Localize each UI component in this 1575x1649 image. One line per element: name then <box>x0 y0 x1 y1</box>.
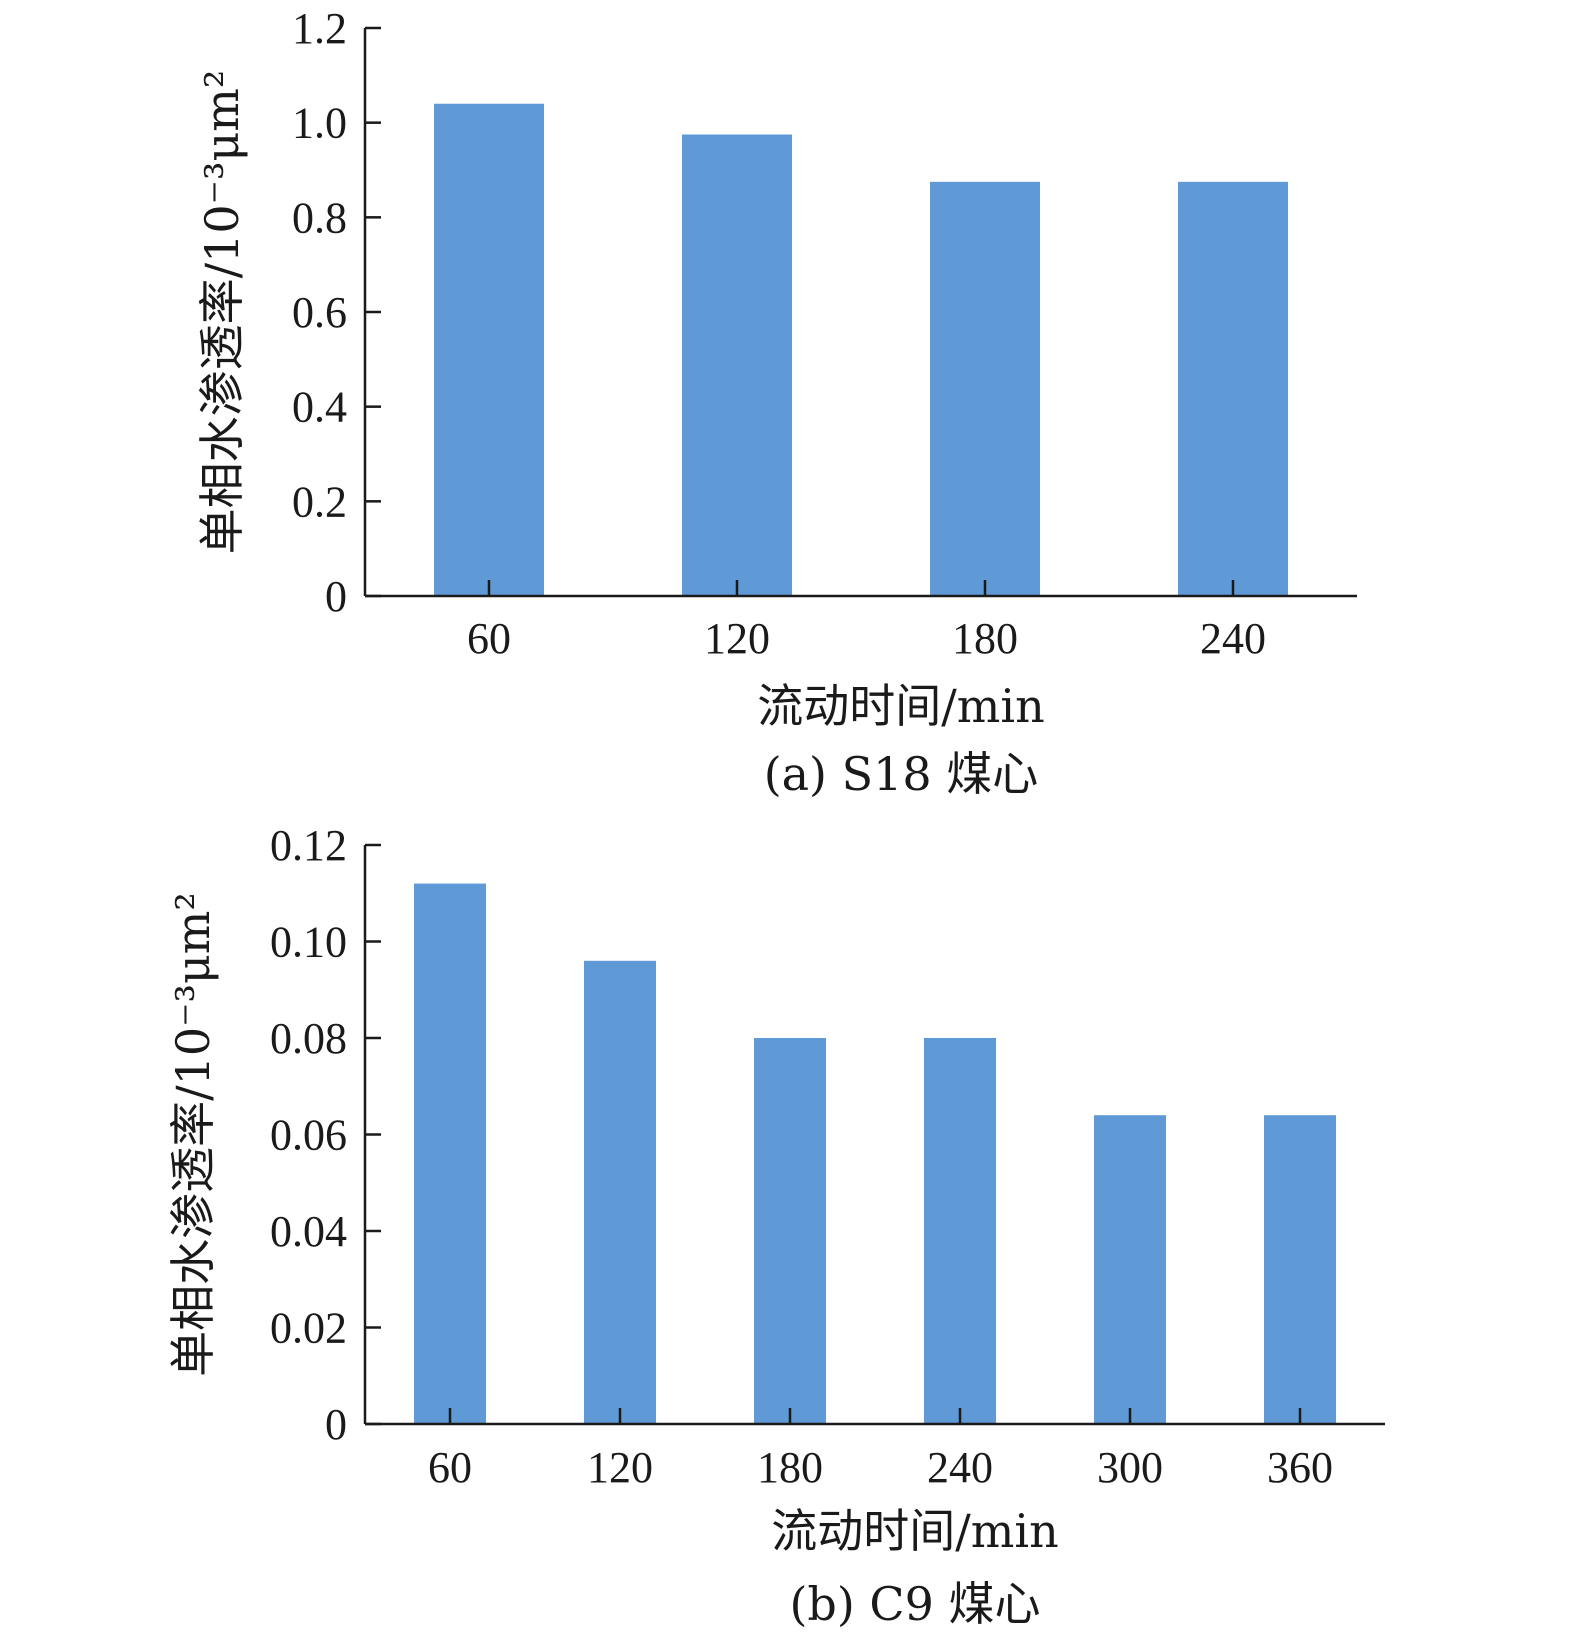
chart-a-y-tick-label: 0 <box>325 572 347 621</box>
chart-a-x-ticks: 60 120 180 240 <box>467 580 1266 663</box>
chart-a-y-tick-label: 0.6 <box>292 288 347 337</box>
chart-b-y-tick-label: 0.08 <box>270 1014 347 1063</box>
chart-b-x-ticks: 60 120 180 240 300 360 <box>428 1408 1333 1492</box>
chart-b-x-tick-label-180: 180 <box>757 1443 823 1492</box>
chart-b-y-tick-label: 0 <box>325 1400 347 1449</box>
chart-a-y-tick-label: 1.2 <box>292 4 347 53</box>
chart-b-y-axis-title: 单相水渗透率/10⁻³μm² <box>166 892 220 1377</box>
chart-b-y-tick-label: 0.02 <box>270 1304 347 1353</box>
chart-b-axes <box>363 845 1385 1426</box>
chart-b-y-ticks: 0 0.02 0.04 0.06 0.08 0.10 0.12 <box>270 821 381 1449</box>
chart-a-x-tick-label-240: 240 <box>1200 614 1266 663</box>
chart-b-caption: (b) C9 煤心 <box>789 1577 1040 1631</box>
chart-a-x-axis-title: 流动时间/min <box>757 679 1044 733</box>
chart-a-bar-240 <box>1178 181 1288 597</box>
chart-b-bar-360 <box>1264 1115 1336 1424</box>
chart-a-y-tick-label: 1.0 <box>292 99 347 148</box>
chart-a-caption: (a) S18 煤心 <box>764 747 1039 801</box>
chart-b-x-tick-label-360: 360 <box>1267 1443 1333 1492</box>
chart-a-bar-180 <box>930 181 1040 597</box>
chart-a-bar-60 <box>434 103 544 596</box>
chart-b-x-axis-title: 流动时间/min <box>771 1504 1058 1558</box>
chart-b-x-tick-label-300: 300 <box>1097 1443 1163 1492</box>
chart-b-bar-60 <box>414 883 486 1424</box>
chart-a-y-tick-label: 0.2 <box>292 477 347 526</box>
chart-a-bars <box>434 103 1288 597</box>
chart-a-y-ticks: 0 0.2 0.4 0.6 0.8 1.0 1.2 <box>292 4 381 621</box>
chart-a-y-tick-label: 0.4 <box>292 383 347 432</box>
chart-b-y-tick-label: 0.12 <box>270 821 347 870</box>
chart-b-c9: 0 0.02 0.04 0.06 0.08 0.10 0.12 60 120 180 240 300… <box>166 821 1385 1631</box>
chart-b-x-tick-label-240: 240 <box>927 1443 993 1492</box>
chart-b-x-tick-label-120: 120 <box>587 1443 653 1492</box>
chart-a-y-tick-label: 0.8 <box>292 193 347 242</box>
chart-b-y-tick-label: 0.10 <box>270 918 347 967</box>
chart-b-bar-180 <box>754 1038 826 1424</box>
chart-b-y-tick-label: 0.04 <box>270 1207 347 1256</box>
chart-a-x-tick-label-180: 180 <box>952 614 1018 663</box>
chart-a-x-tick-label-60: 60 <box>467 614 511 663</box>
chart-b-x-tick-label-60: 60 <box>428 1443 472 1492</box>
chart-b-bar-240 <box>924 1038 996 1424</box>
chart-b-bar-300 <box>1094 1115 1166 1424</box>
chart-a-x-tick-label-120: 120 <box>704 614 770 663</box>
chart-b-bars <box>414 883 1336 1424</box>
chart-b-y-tick-label: 0.06 <box>270 1111 347 1160</box>
chart-a-bar-120 <box>682 134 792 596</box>
chart-b-bar-120 <box>584 960 656 1424</box>
chart-a-s18: 0 0.2 0.4 0.6 0.8 1.0 1.2 60 120 180 240 流动时间/min… <box>195 4 1357 801</box>
chart-a-y-axis-title: 单相水渗透率/10⁻³μm² <box>195 70 249 555</box>
